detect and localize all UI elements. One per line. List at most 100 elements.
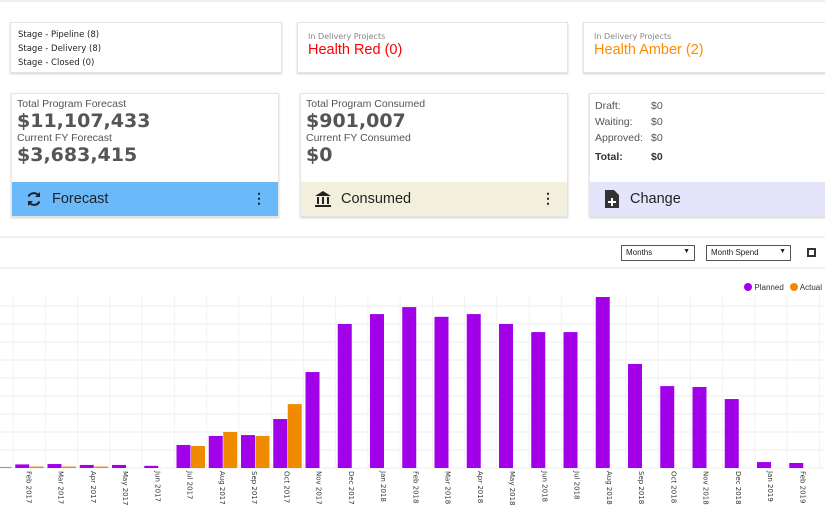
bar-actual[interactable]: [0, 466, 12, 468]
change-footer-label: Change: [630, 191, 681, 207]
period-select[interactable]: Months ▼: [621, 245, 695, 261]
forecast-footer[interactable]: Forecast ⋮: [12, 182, 278, 216]
bar-planned[interactable]: [789, 462, 804, 468]
bank-icon: [313, 189, 333, 209]
x-tick-label: Mar 2017: [57, 471, 65, 504]
bar-planned[interactable]: [112, 464, 126, 468]
x-tick-label: Jan 2018: [379, 470, 387, 502]
bar-planned[interactable]: [434, 316, 449, 468]
bar-planned[interactable]: [563, 332, 578, 468]
bar-actual[interactable]: [287, 404, 302, 468]
bar-planned[interactable]: [692, 387, 707, 468]
divider: [0, 267, 825, 269]
bar-actual[interactable]: [62, 466, 76, 468]
stage-summary-card: Stage - Pipeline (8) Stage - Delivery (8…: [10, 22, 282, 73]
bar-planned[interactable]: [47, 464, 62, 468]
total-consumed-value: $901,007: [306, 110, 406, 132]
bar-planned[interactable]: [466, 314, 481, 468]
draft-value: $0: [651, 100, 663, 112]
bar-planned[interactable]: [208, 435, 223, 468]
total-label: Total:: [595, 151, 623, 163]
bar-planned[interactable]: [499, 324, 513, 468]
expand-icon[interactable]: [807, 248, 816, 257]
x-tick-label: Aug 2018: [605, 471, 613, 505]
x-tick-label: Aug 2017: [218, 471, 226, 505]
bar-planned[interactable]: [628, 363, 642, 468]
total-consumed-label: Total Program Consumed: [306, 98, 426, 110]
bar-actual[interactable]: [29, 466, 44, 468]
x-tick-label: Jan 2019: [766, 470, 774, 502]
x-tick-label: Feb 2018: [411, 471, 419, 503]
bar-planned[interactable]: [337, 324, 352, 468]
bar-actual[interactable]: [94, 466, 109, 468]
health-red-label: Health Red (0): [308, 42, 403, 58]
chart-legend: Planned Actual: [744, 283, 822, 292]
x-tick-label: Dec 2017: [347, 471, 355, 505]
waiting-value: $0: [651, 116, 663, 128]
consumed-footer[interactable]: Consumed ⋮: [301, 182, 567, 216]
legend-planned[interactable]: Planned: [744, 283, 784, 292]
x-tick-label: Oct 2017: [282, 471, 290, 503]
x-tick-label: Mar 2018: [444, 471, 452, 504]
change-card: Draft: $0 Waiting: $0 Approved: $0 Total: $0…: [589, 93, 825, 217]
fy-consumed-value: $0: [306, 144, 333, 166]
stage-closed[interactable]: Stage - Closed (0): [18, 58, 95, 68]
fy-consumed-label: Current FY Consumed: [306, 132, 411, 144]
dropdown-arrow-icon: ▼: [683, 248, 690, 255]
x-tick-label: May 2018: [508, 471, 516, 506]
health-red-subtitle: In Delivery Projects: [308, 32, 386, 41]
x-tick-label: Jun 2017: [153, 470, 161, 502]
consumed-footer-label: Consumed: [341, 191, 412, 207]
more-vert-icon[interactable]: ⋮: [252, 190, 266, 206]
bar-planned[interactable]: [724, 399, 739, 468]
stage-pipeline[interactable]: Stage - Pipeline (8): [18, 30, 100, 40]
health-red-card[interactable]: In Delivery Projects Health Red (0): [297, 22, 568, 73]
bar-planned[interactable]: [273, 419, 288, 468]
divider: [0, 236, 825, 238]
bar-planned[interactable]: [305, 372, 320, 468]
bar-planned[interactable]: [531, 332, 546, 468]
bar-planned[interactable]: [660, 386, 675, 468]
metric-select-value: Month Spend: [711, 248, 759, 257]
approved-value: $0: [651, 132, 663, 144]
x-tick-label: May 2017: [121, 471, 129, 506]
health-amber-label: Health Amber (2): [594, 42, 704, 58]
x-tick-label: Jul 2018: [573, 470, 581, 500]
x-tick-label: Jul 2017: [186, 470, 194, 500]
bar-planned[interactable]: [15, 464, 30, 468]
legend-actual[interactable]: Actual: [789, 283, 822, 292]
bar-planned[interactable]: [79, 464, 94, 468]
total-forecast-label: Total Program Forecast: [17, 98, 127, 110]
actual-dot-icon: [789, 283, 798, 291]
more-vert-icon[interactable]: ⋮: [541, 190, 555, 206]
waiting-label: Waiting:: [595, 116, 633, 128]
consumed-card: Total Program Consumed $901,007 Current …: [300, 93, 568, 217]
x-tick-label: Apr 2017: [89, 471, 97, 503]
bar-planned[interactable]: [176, 444, 191, 468]
bar-planned[interactable]: [370, 314, 384, 468]
bar-actual[interactable]: [223, 432, 238, 468]
top-border: [0, 0, 825, 2]
forecast-card: Total Program Forecast $11,107,433 Curre…: [11, 93, 279, 217]
bar-planned[interactable]: [241, 435, 255, 468]
forecast-footer-label: Forecast: [52, 191, 109, 207]
approved-label: Approved:: [595, 132, 643, 144]
bar-planned[interactable]: [595, 297, 610, 468]
bar-planned[interactable]: [757, 462, 771, 468]
health-amber-card[interactable]: In Delivery Projects Health Amber (2): [583, 22, 825, 73]
x-tick-label: Dec 2018: [734, 471, 742, 505]
change-footer[interactable]: Change: [590, 182, 825, 216]
x-tick-label: Feb 2017: [24, 471, 32, 503]
bar-actual[interactable]: [191, 446, 205, 468]
x-tick-label: Jun 2018: [540, 470, 548, 502]
bar-planned[interactable]: [144, 465, 159, 468]
bar-planned[interactable]: [402, 307, 417, 468]
bar-actual[interactable]: [255, 435, 270, 468]
x-tick-label: Apr 2018: [476, 471, 484, 503]
stage-delivery[interactable]: Stage - Delivery (8): [18, 44, 102, 54]
period-select-value: Months: [626, 248, 653, 257]
draft-label: Draft:: [595, 100, 621, 112]
metric-select[interactable]: Month Spend ▼: [706, 245, 791, 261]
x-tick-label: Sep 2017: [250, 471, 258, 504]
